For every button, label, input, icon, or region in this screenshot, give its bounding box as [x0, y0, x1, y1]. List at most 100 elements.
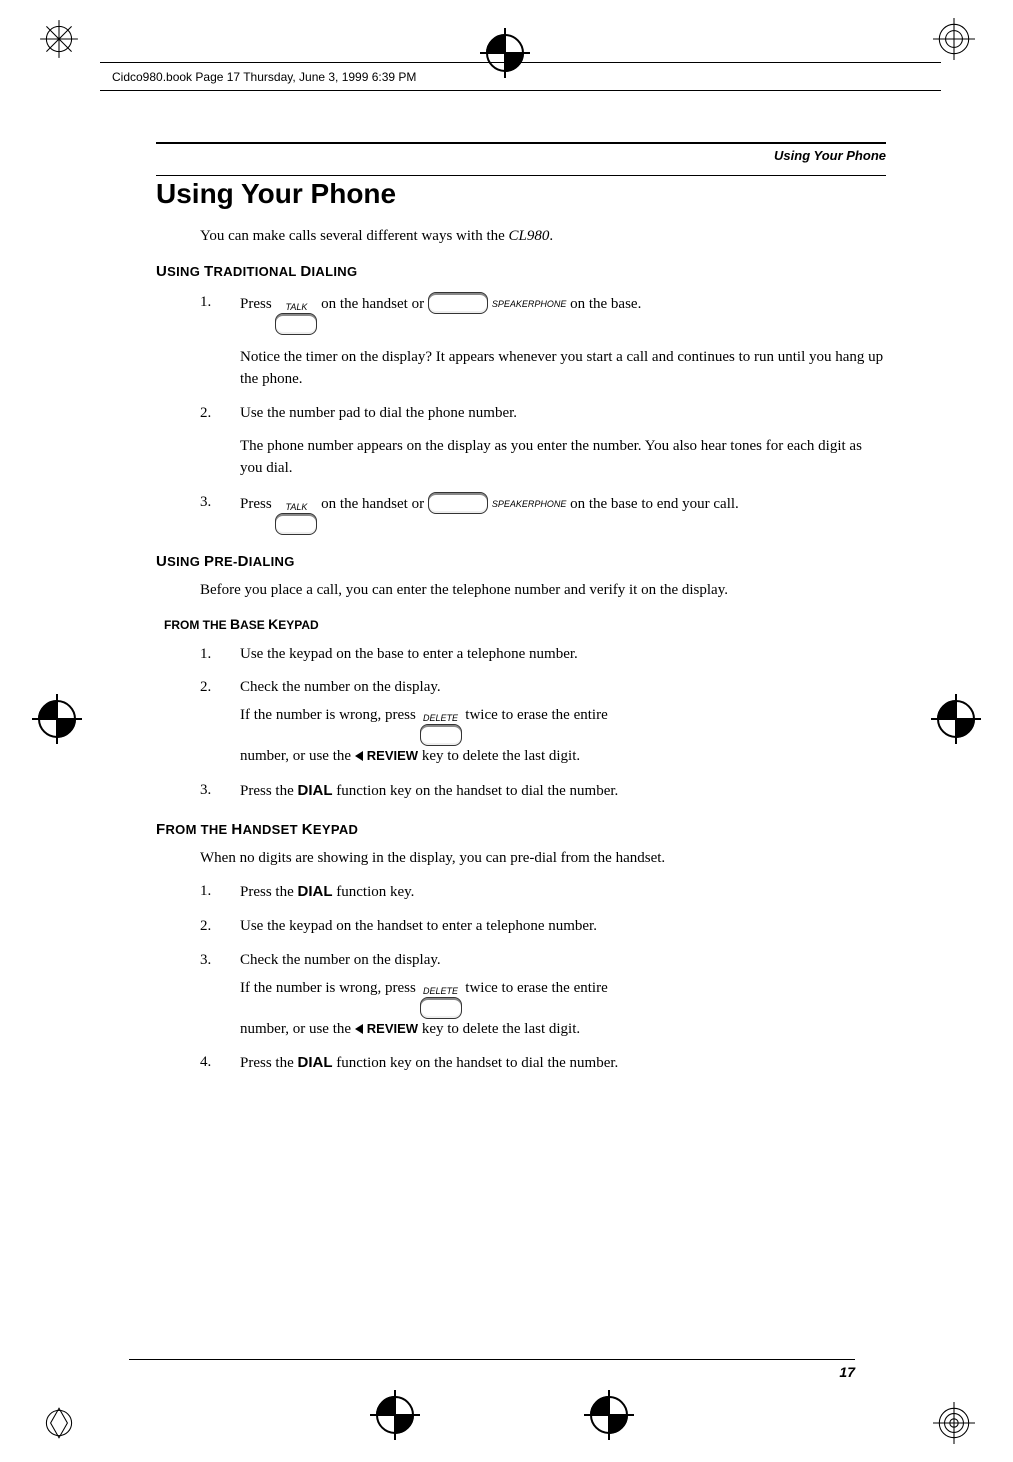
h2-part: IALING: [312, 264, 358, 279]
subheading-handset-keypad: FROM THE HANDSET KEYPAD: [156, 821, 886, 838]
h3-part: ASE: [240, 618, 268, 632]
h2-part: D: [238, 553, 249, 570]
note-text: If the number is wrong, press: [240, 707, 420, 723]
registration-mark-icon: [32, 694, 82, 744]
intro-paragraph: You can make calls several different way…: [200, 228, 886, 245]
talk-key-icon: TALK: [275, 503, 317, 535]
step-number: 4.: [200, 1052, 222, 1075]
registration-mark-icon: [370, 1390, 420, 1440]
key-label: TALK: [275, 303, 317, 312]
step-number: 2.: [200, 403, 222, 480]
note-text: If the number is wrong, press: [240, 980, 420, 996]
list-item: 1. Use the keypad on the base to enter a…: [200, 644, 886, 666]
h2-part: H: [231, 821, 242, 838]
h3-part: EYPAD: [278, 618, 318, 632]
intro-tail: .: [549, 228, 553, 244]
note-text: twice to erase the entire: [465, 707, 607, 723]
note-text: number, or use the: [240, 748, 355, 764]
dial-function-key: DIAL: [298, 782, 333, 799]
step-text: Use the number pad to dial the phone num…: [240, 405, 517, 421]
delete-key-icon: DELETE: [420, 714, 462, 746]
predial-intro: Before you place a call, you can enter t…: [200, 580, 886, 602]
corner-mark-icon: [38, 18, 80, 60]
steps-handset-keypad: 1. Press the DIAL function key. 2. Use t…: [200, 881, 886, 1075]
step-text: on the base.: [570, 296, 641, 312]
h3-part: FROM THE: [164, 618, 230, 632]
step-number: 2.: [200, 677, 222, 768]
h2-part: SING: [167, 554, 204, 569]
key-label: REVIEW: [367, 1021, 418, 1036]
step-text: Press the: [240, 1055, 298, 1071]
step-text: Press: [240, 296, 275, 312]
step-text: Press: [240, 496, 275, 512]
note-text: twice to erase the entire: [465, 980, 607, 996]
page-title: Using Your Phone: [156, 175, 886, 210]
h2-part: P: [204, 553, 214, 570]
step-note: If the number is wrong, press DELETE twi…: [240, 705, 886, 768]
steps-base-keypad: 1. Use the keypad on the base to enter a…: [200, 644, 886, 803]
section-heading-predial: USING PRE-DIALING: [156, 553, 886, 570]
delete-key-icon: DELETE: [420, 987, 462, 1019]
list-item: 1. Press the DIAL function key.: [200, 881, 886, 904]
speakerphone-key-icon: [428, 292, 488, 314]
step-text: Press the: [240, 884, 298, 900]
step-text: function key on the handset to dial the …: [333, 783, 619, 799]
h2-part: D: [300, 263, 311, 280]
list-item: 2. Use the number pad to dial the phone …: [200, 403, 886, 480]
h2-part: ROM THE: [165, 822, 231, 837]
h2-part: U: [156, 263, 167, 280]
talk-key-icon: TALK: [275, 303, 317, 335]
step-text: on the base to end your call.: [570, 496, 739, 512]
page-content: Using Your Phone Using Your Phone You ca…: [156, 142, 886, 1087]
step-text: Use the keypad on the handset to enter a…: [240, 916, 886, 938]
note-text: key to delete the last digit.: [422, 748, 580, 764]
registration-mark-icon: [931, 694, 981, 744]
h2-part: SING: [167, 264, 204, 279]
review-key-icon: REVIEW: [355, 748, 418, 763]
subheading-base-keypad: FROM THE BASE KEYPAD: [164, 616, 886, 632]
dial-function-key: DIAL: [298, 883, 333, 900]
list-item: 4. Press the DIAL function key on the ha…: [200, 1052, 886, 1075]
step-text: Check the number on the display.: [240, 679, 441, 695]
step-text: Press the: [240, 783, 298, 799]
step-text: Check the number on the display.: [240, 952, 441, 968]
step-number: 1.: [200, 644, 222, 666]
registration-mark-icon: [584, 1390, 634, 1440]
product-name: CL980: [509, 228, 550, 244]
dial-function-key: DIAL: [298, 1054, 333, 1071]
running-head: Using Your Phone: [156, 144, 886, 167]
list-item: 1. Press TALK on the handset or SPEAKERP…: [200, 292, 886, 391]
corner-mark-icon: [933, 18, 975, 60]
step-note: If the number is wrong, press DELETE twi…: [240, 978, 886, 1041]
step-text: function key on the handset to dial the …: [333, 1055, 619, 1071]
registration-mark-icon: [480, 28, 530, 78]
speakerphone-key-icon: [428, 492, 488, 514]
section-heading-traditional: USING TRADITIONAL DIALING: [156, 263, 886, 280]
h2-part: T: [204, 263, 213, 280]
header-rule: [100, 62, 941, 63]
key-label: DELETE: [420, 987, 462, 996]
list-item: 3. Press the DIAL function key on the ha…: [200, 780, 886, 803]
h2-part: RE-: [214, 554, 237, 569]
step-number: 1.: [200, 292, 222, 391]
key-label: SPEAKERPHONE: [492, 499, 567, 509]
review-key-icon: REVIEW: [355, 1021, 418, 1036]
h2-part: EYPAD: [313, 822, 358, 837]
h3-part: K: [268, 616, 278, 632]
key-label: REVIEW: [367, 748, 418, 763]
step-text: on the handset or: [321, 296, 428, 312]
step-text: Use the keypad on the base to enter a te…: [240, 644, 886, 666]
list-item: 3. Press TALK on the handset or SPEAKERP…: [200, 492, 886, 535]
step-text: function key.: [333, 884, 415, 900]
key-label: DELETE: [420, 714, 462, 723]
step-number: 1.: [200, 881, 222, 904]
step-text: on the handset or: [321, 496, 428, 512]
header-rule-bottom: [100, 90, 941, 91]
h2-part: K: [302, 821, 313, 838]
corner-mark-icon: [38, 1402, 80, 1444]
print-header: Cidco980.book Page 17 Thursday, June 3, …: [112, 70, 416, 84]
list-item: 2. Check the number on the display. If t…: [200, 677, 886, 768]
step-number: 3.: [200, 492, 222, 535]
list-item: 2. Use the keypad on the handset to ente…: [200, 916, 886, 938]
h2-part: IALING: [249, 554, 295, 569]
